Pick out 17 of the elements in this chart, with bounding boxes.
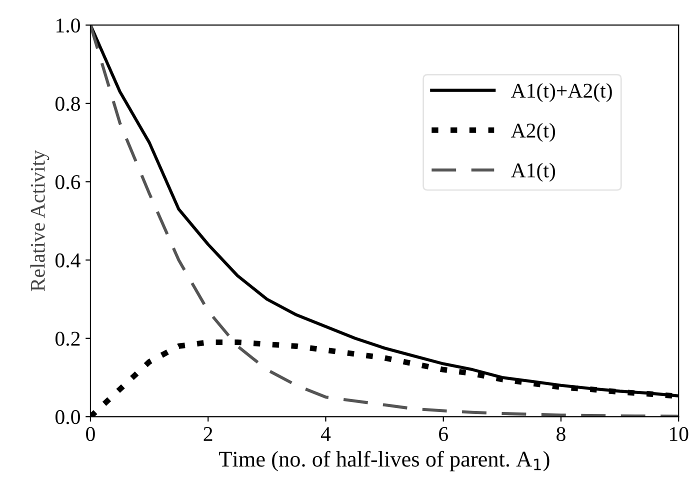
x-tick-label: 0 — [86, 426, 95, 442]
y-tick-label: 0.6 — [56, 175, 80, 190]
y-axis-title: Relative Activity — [30, 150, 50, 292]
x-tick-label: 8 — [556, 426, 566, 442]
y-tick-label: 0.4 — [56, 253, 80, 268]
x-tick-label: 10 — [670, 426, 688, 442]
x-tick-label: 4 — [320, 427, 331, 441]
legend-label: A1(t)+A2(t) — [511, 83, 612, 102]
y-tick-label: 1.0 — [56, 18, 80, 33]
x-tick-label: 2 — [204, 427, 212, 441]
y-tick-label: 0.8 — [56, 96, 80, 111]
x-tick-label: 6 — [439, 427, 448, 442]
y-tick-label: 0.2 — [56, 332, 80, 346]
legend-label: A2(t) — [511, 122, 556, 142]
x-axis-title: Time (no. of half-lives of parent. A$_{1}$) — [219, 450, 550, 472]
y-tick-label: 0.0 — [56, 410, 80, 424]
legend-label: A1(t) — [511, 162, 556, 182]
